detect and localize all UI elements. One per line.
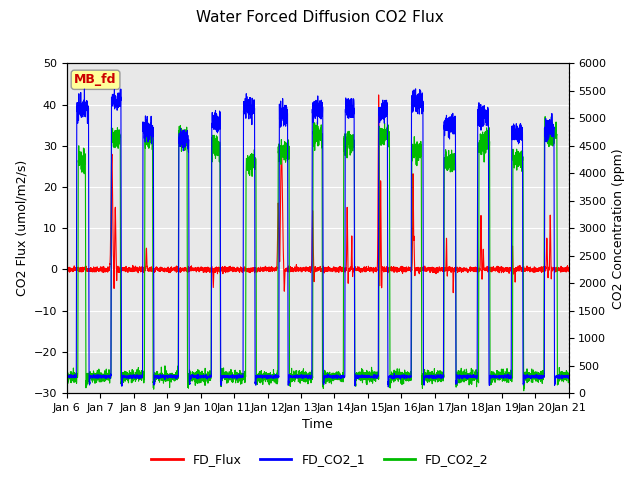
FD_CO2_2 [63, 374, 70, 380]
FD_Flux [430, 267, 438, 273]
FD_CO2_1 [459, 376, 467, 382]
FD_Flux [449, 290, 457, 296]
Text: MB_fd: MB_fd [74, 73, 117, 86]
FD_CO2_1 [402, 373, 410, 379]
FD_CO2_2 [402, 373, 410, 379]
FD_CO2_1 [299, 375, 307, 381]
FD_CO2_2 [430, 372, 438, 378]
FD_CO2_2 [153, 373, 161, 379]
FD_Flux [564, 264, 572, 270]
Line: FD_CO2_2: FD_CO2_2 [67, 117, 568, 391]
FD_Flux [564, 265, 572, 271]
Y-axis label: CO2 Flux (umol/m2/s): CO2 Flux (umol/m2/s) [15, 160, 28, 296]
FD_Flux [63, 266, 70, 272]
FD_CO2_1 [63, 374, 70, 380]
FD_CO2_2 [548, 114, 556, 120]
FD_Flux [375, 92, 383, 98]
FD_Flux [299, 265, 307, 271]
Line: FD_Flux: FD_Flux [67, 95, 568, 293]
FD_CO2_1 [564, 374, 572, 380]
Line: FD_CO2_1: FD_CO2_1 [67, 89, 568, 387]
FD_CO2_2 [458, 372, 466, 377]
FD_Flux [459, 267, 467, 273]
FD_CO2_2 [564, 373, 572, 379]
FD_CO2_1 [412, 86, 419, 92]
FD_CO2_1 [385, 384, 392, 390]
FD_Flux [402, 269, 410, 275]
FD_CO2_1 [430, 375, 438, 381]
FD_CO2_1 [153, 373, 161, 379]
FD_CO2_2 [564, 371, 572, 376]
FD_CO2_2 [299, 372, 307, 378]
FD_Flux [153, 265, 161, 271]
FD_CO2_1 [564, 373, 572, 379]
Legend: FD_Flux, FD_CO2_1, FD_CO2_2: FD_Flux, FD_CO2_1, FD_CO2_2 [147, 448, 493, 471]
Y-axis label: CO2 Concentration (ppm): CO2 Concentration (ppm) [612, 148, 625, 309]
FD_CO2_2 [520, 388, 527, 394]
Text: Water Forced Diffusion CO2 Flux: Water Forced Diffusion CO2 Flux [196, 10, 444, 24]
X-axis label: Time: Time [302, 419, 333, 432]
